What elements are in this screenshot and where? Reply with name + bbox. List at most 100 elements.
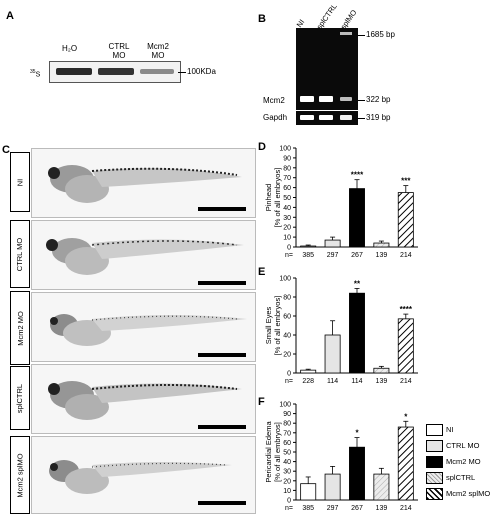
embryo-image-ni bbox=[31, 148, 256, 218]
y-axis-label: Pinhead bbox=[264, 184, 273, 212]
n-label: 214 bbox=[400, 378, 412, 385]
y-axis-label: Small Eyes bbox=[264, 306, 273, 344]
n-label: 114 bbox=[327, 378, 338, 385]
y-tick-label: 80 bbox=[283, 295, 291, 302]
bar bbox=[373, 473, 390, 501]
significance-marker: ** bbox=[354, 279, 361, 288]
legend-swatch bbox=[426, 456, 443, 468]
embryo-image-splctrl bbox=[31, 364, 256, 434]
lane-label-ctrl-mo: CTRL MO bbox=[108, 42, 130, 60]
bar bbox=[349, 446, 365, 501]
rt-pcr-gel-gapdh bbox=[296, 111, 358, 125]
y-axis-label: [% of all embryos] bbox=[273, 422, 282, 482]
y-tick-label: 10 bbox=[283, 235, 291, 242]
legend-label: splCTRL bbox=[446, 473, 476, 482]
bar bbox=[300, 245, 317, 248]
blot-band-h2o bbox=[56, 68, 92, 75]
condition-label-splctrl: splCTRL bbox=[10, 366, 30, 430]
scale-bar bbox=[198, 207, 246, 211]
lane-label-h2o: H₂O bbox=[62, 44, 78, 53]
y-tick-label: 80 bbox=[283, 165, 291, 172]
legend-swatch bbox=[426, 472, 443, 484]
y-tick-label: 80 bbox=[283, 421, 291, 428]
y-tick-label: 70 bbox=[283, 430, 291, 437]
bar bbox=[300, 483, 317, 501]
blot-band-ctrl-mo bbox=[98, 68, 134, 75]
legend-label: Mcm2 splMO bbox=[446, 489, 491, 498]
y-tick-label: 40 bbox=[283, 333, 291, 340]
n-label: 139 bbox=[376, 252, 388, 259]
bar bbox=[324, 473, 341, 501]
y-tick-label: 30 bbox=[283, 215, 291, 222]
panel-c-label: C bbox=[2, 144, 10, 156]
isotope-label: 35S bbox=[30, 69, 41, 79]
legend-swatch bbox=[426, 488, 443, 500]
y-tick-label: 100 bbox=[279, 402, 291, 409]
bar bbox=[373, 367, 390, 374]
n-prefix: n= bbox=[285, 378, 293, 385]
bar bbox=[397, 426, 414, 501]
size-label-1685: 1685 bp bbox=[366, 30, 395, 39]
significance-marker: * bbox=[355, 429, 359, 438]
panel-b-label: B bbox=[258, 13, 266, 25]
y-axis-label: [% of all embryos] bbox=[273, 168, 282, 228]
n-prefix: n= bbox=[285, 252, 293, 259]
lane-label-mcm2-mo: Mcm2 MO bbox=[147, 42, 169, 60]
significance-marker: **** bbox=[351, 171, 364, 180]
gel-band-splctrl bbox=[319, 96, 333, 102]
marker-tick bbox=[178, 72, 186, 73]
y-tick-label: 90 bbox=[283, 155, 291, 162]
panel-a-label: A bbox=[6, 10, 14, 22]
bar bbox=[324, 334, 341, 374]
condition-label-ctrl-mo: CTRL MO bbox=[10, 220, 30, 288]
gel-band-1685 bbox=[340, 32, 352, 35]
n-label: 267 bbox=[351, 252, 363, 259]
size-tick-319 bbox=[358, 118, 365, 119]
blot-band-mcm2-mo bbox=[140, 69, 174, 74]
gapdh-band-ni bbox=[300, 115, 314, 120]
bar bbox=[349, 188, 365, 248]
y-tick-label: 40 bbox=[283, 459, 291, 466]
y-tick-label: 60 bbox=[283, 440, 291, 447]
y-tick-label: 0 bbox=[287, 245, 291, 252]
bar bbox=[349, 292, 365, 374]
y-tick-label: 90 bbox=[283, 411, 291, 418]
marker-label: 100KDa bbox=[187, 67, 216, 76]
gapdh-band-splmo bbox=[340, 115, 352, 120]
scale-bar bbox=[198, 501, 246, 505]
gapdh-band-splctrl bbox=[319, 115, 333, 120]
condition-label-ni: NI bbox=[10, 152, 30, 212]
y-axis-label: Pericardial Edema bbox=[264, 421, 273, 483]
embryo-image-ctrl-mo bbox=[31, 220, 256, 290]
y-tick-label: 50 bbox=[283, 450, 291, 457]
y-tick-label: 0 bbox=[287, 498, 291, 505]
size-label-322: 322 bp bbox=[366, 95, 391, 104]
y-tick-label: 60 bbox=[283, 185, 291, 192]
rt-pcr-gel-mcm2 bbox=[296, 28, 358, 110]
n-label: 228 bbox=[302, 378, 314, 385]
western-blot bbox=[49, 61, 181, 83]
significance-marker: *** bbox=[401, 177, 411, 186]
gel-band-splmo bbox=[340, 97, 352, 101]
n-label: 114 bbox=[351, 378, 362, 385]
y-tick-label: 100 bbox=[279, 146, 291, 153]
condition-label-mcm2-mo: Mcm2 MO bbox=[10, 291, 30, 365]
panel-e-label: E bbox=[258, 266, 266, 278]
n-label: 139 bbox=[376, 378, 388, 385]
significance-marker: **** bbox=[400, 305, 413, 314]
significance-marker: * bbox=[404, 412, 408, 421]
y-tick-label: 20 bbox=[283, 225, 291, 232]
n-label: 139 bbox=[376, 505, 388, 512]
scale-bar bbox=[198, 353, 246, 357]
n-label: 214 bbox=[400, 505, 412, 512]
legend-label: NI bbox=[446, 425, 454, 434]
size-tick-1685 bbox=[358, 35, 365, 36]
y-tick-label: 100 bbox=[279, 276, 291, 283]
bar bbox=[373, 242, 390, 248]
n-label: 385 bbox=[302, 505, 314, 512]
y-axis-label: [% of all embryos] bbox=[273, 296, 282, 356]
n-prefix: n= bbox=[285, 505, 293, 512]
condition-label-mcm2-splmo: Mcm2 splMO bbox=[10, 436, 30, 514]
y-tick-label: 30 bbox=[283, 469, 291, 476]
